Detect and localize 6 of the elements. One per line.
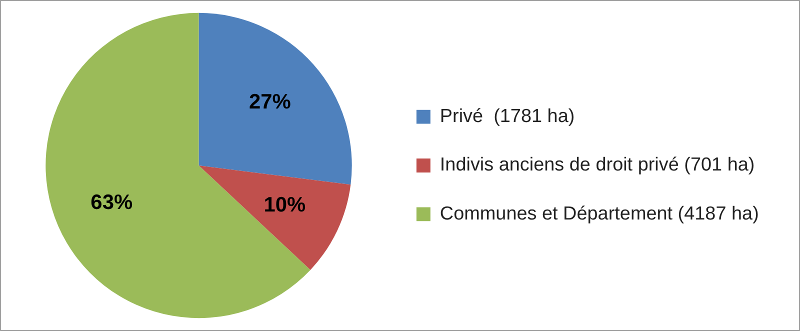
legend-label: Indivis anciens de droit privé (701 ha): [440, 154, 755, 176]
data-label: 63%: [90, 190, 134, 214]
data-label: 27%: [249, 90, 292, 114]
legend-label: Communes et Département (4187 ha): [440, 203, 759, 224]
data-label: 10%: [264, 194, 306, 217]
legend-label: Privé (1781 ha): [440, 106, 575, 127]
